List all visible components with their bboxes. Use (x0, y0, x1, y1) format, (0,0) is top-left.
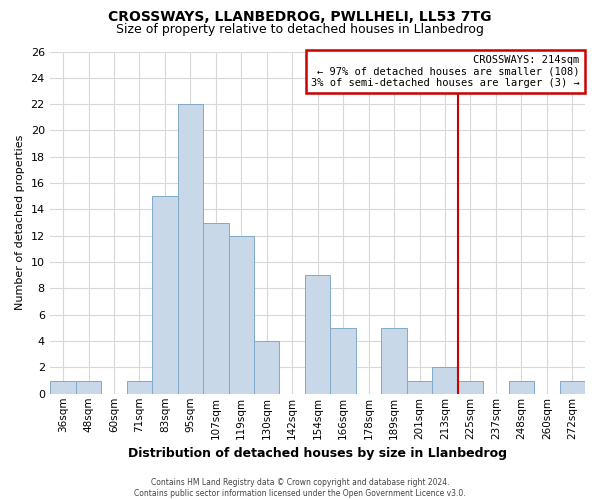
Bar (432, 368, 458, 394)
Bar (560, 380, 585, 394)
Bar (254, 341, 280, 394)
Bar (458, 380, 483, 394)
Text: CROSSWAYS, LLANBEDROG, PWLLHELI, LL53 7TG: CROSSWAYS, LLANBEDROG, PWLLHELI, LL53 7T… (108, 10, 492, 24)
Bar (509, 380, 534, 394)
Bar (229, 236, 254, 394)
Bar (50, 380, 76, 394)
Bar (382, 328, 407, 394)
Text: Contains HM Land Registry data © Crown copyright and database right 2024.
Contai: Contains HM Land Registry data © Crown c… (134, 478, 466, 498)
Bar (305, 276, 331, 394)
Text: Size of property relative to detached houses in Llanbedrog: Size of property relative to detached ho… (116, 22, 484, 36)
Bar (76, 380, 101, 394)
Y-axis label: Number of detached properties: Number of detached properties (15, 135, 25, 310)
Bar (203, 222, 229, 394)
Bar (407, 380, 432, 394)
Bar (127, 380, 152, 394)
Bar (178, 104, 203, 394)
Bar (152, 196, 178, 394)
X-axis label: Distribution of detached houses by size in Llanbedrog: Distribution of detached houses by size … (128, 447, 507, 460)
Bar (331, 328, 356, 394)
Text: CROSSWAYS: 214sqm
← 97% of detached houses are smaller (108)
3% of semi-detached: CROSSWAYS: 214sqm ← 97% of detached hous… (311, 55, 580, 88)
